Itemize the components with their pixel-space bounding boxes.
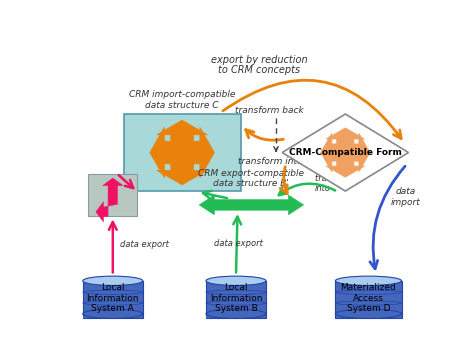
Text: to CRM concepts: to CRM concepts — [218, 65, 300, 75]
Ellipse shape — [83, 309, 143, 319]
FancyArrowPatch shape — [246, 130, 283, 140]
Ellipse shape — [335, 276, 401, 285]
Bar — [83, 281, 143, 319]
Polygon shape — [321, 128, 370, 177]
Text: trans form
into: trans form into — [315, 174, 357, 193]
Text: data export: data export — [214, 239, 264, 248]
Ellipse shape — [83, 276, 143, 285]
Bar — [83, 316, 143, 318]
FancyArrowPatch shape — [223, 80, 401, 139]
Text: Local
Information
System A: Local Information System A — [87, 283, 139, 313]
FancyArrowPatch shape — [279, 184, 335, 195]
Text: data export: data export — [120, 240, 169, 249]
FancyBboxPatch shape — [88, 174, 137, 216]
Bar — [206, 281, 266, 319]
Text: export by reduction: export by reduction — [211, 55, 308, 65]
Bar — [335, 281, 401, 319]
Polygon shape — [150, 120, 214, 185]
Text: transform into: transform into — [238, 157, 303, 166]
Text: CRM import-compatible
data structure C: CRM import-compatible data structure C — [129, 90, 235, 110]
Text: CRM-Compatible Form: CRM-Compatible Form — [289, 148, 402, 157]
Polygon shape — [96, 178, 123, 222]
Text: CRM export-compatible
data structure B': CRM export-compatible data structure B' — [199, 168, 304, 188]
Polygon shape — [282, 114, 409, 191]
Bar — [336, 316, 401, 318]
Bar — [206, 316, 265, 318]
FancyBboxPatch shape — [124, 114, 241, 191]
Text: Local
Information
System B: Local Information System B — [210, 283, 262, 313]
Text: transform back: transform back — [236, 107, 304, 116]
FancyArrowPatch shape — [280, 167, 287, 194]
Text: Materialized
Access
System D: Materialized Access System D — [340, 283, 396, 313]
Ellipse shape — [206, 276, 266, 285]
Text: data
import: data import — [391, 188, 420, 207]
Ellipse shape — [206, 309, 266, 319]
Polygon shape — [199, 195, 304, 215]
FancyArrowPatch shape — [370, 166, 405, 269]
Ellipse shape — [335, 309, 401, 319]
